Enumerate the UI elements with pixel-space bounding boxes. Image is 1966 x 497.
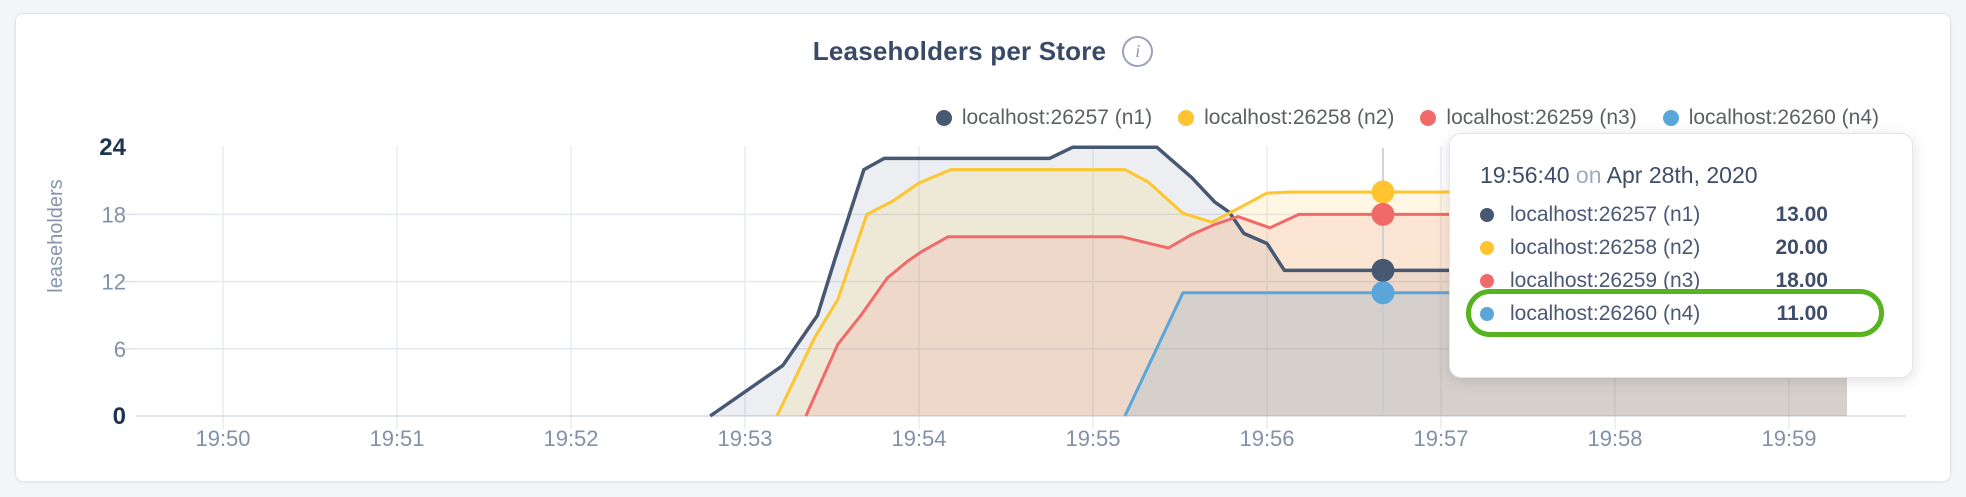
- chart-title: Leaseholders per Store: [812, 36, 1107, 66]
- x-tick-label: 19:54: [891, 426, 946, 451]
- chart-legend: localhost:26257 (n1) localhost:26258 (n2)…: [935, 106, 1879, 130]
- y-axis-label: leaseholders: [45, 179, 67, 292]
- chart-tooltip: 19:56:40 on Apr 28th, 2020 localhost:262…: [1449, 133, 1913, 378]
- tooltip-row-n3: localhost:26259 (n3) 18.00: [1480, 264, 1882, 297]
- y-tick-label: 18: [102, 202, 126, 227]
- tooltip-header: 19:56:40 on Apr 28th, 2020: [1480, 160, 1882, 190]
- hover-dot: [1371, 180, 1395, 204]
- tooltip-series-dot: [1480, 306, 1494, 321]
- legend-label: localhost:26259 (n3): [1446, 106, 1637, 129]
- tooltip-series-value: 18.00: [1775, 268, 1828, 292]
- x-tick-label: 19:50: [195, 426, 250, 451]
- tooltip-series-label: localhost:26260 (n4): [1510, 301, 1701, 325]
- series-line: [775, 168, 1847, 417]
- x-tick-label: 19:57: [1413, 426, 1468, 451]
- legend-swatch: [1420, 110, 1437, 126]
- legend-item-n3: localhost:26259 (n3): [1420, 106, 1637, 130]
- tooltip-series-value: 11.00: [1776, 301, 1828, 325]
- tooltip-series-label: localhost:26259 (n3): [1510, 268, 1701, 292]
- tooltip-series-dot: [1480, 240, 1494, 255]
- x-tick-label: 19:59: [1761, 426, 1816, 451]
- y-tick-label: 0: [113, 403, 126, 430]
- x-tick-label: 19:58: [1587, 426, 1642, 451]
- hover-dot: [1371, 281, 1395, 305]
- series-line: [709, 145, 1847, 418]
- legend-label: localhost:26257 (n1): [961, 106, 1153, 129]
- tooltip-series-value: 20.00: [1775, 235, 1828, 259]
- tooltip-time: 19:56:40: [1480, 162, 1570, 188]
- x-tick-label: 19:53: [717, 426, 772, 451]
- tooltip-rows: localhost:26257 (n1) 13.00 localhost:26258…: [1480, 198, 1882, 330]
- legend-swatch: [935, 110, 952, 126]
- info-icon[interactable]: i: [1122, 36, 1154, 67]
- tooltip-row-n2: localhost:26258 (n2) 20.00: [1480, 231, 1882, 264]
- tooltip-series-dot: [1480, 207, 1494, 222]
- hover-dot: [1371, 202, 1395, 226]
- chart-header: Leaseholders per Store i: [16, 36, 1950, 67]
- x-tick-label: 19:51: [369, 426, 424, 451]
- x-tick-label: 19:55: [1065, 426, 1120, 451]
- x-tick-label: 19:56: [1239, 426, 1294, 451]
- series-line: [804, 212, 1847, 417]
- tooltip-conjunction: on: [1569, 162, 1607, 188]
- legend-swatch: [1178, 110, 1195, 126]
- hover-dot: [1371, 258, 1395, 282]
- y-tick-label: 24: [99, 134, 126, 161]
- legend-label: localhost:26260 (n4): [1688, 106, 1879, 129]
- tooltip-row-n4: localhost:26260 (n4) 11.00: [1480, 297, 1882, 330]
- legend-item-n1: localhost:26257 (n1): [935, 106, 1153, 130]
- legend-label: localhost:26258 (n2): [1204, 106, 1395, 129]
- tooltip-series-label: localhost:26258 (n2): [1510, 235, 1701, 259]
- tooltip-series-label: localhost:26257 (n1): [1510, 202, 1701, 226]
- tooltip-series-value: 13.00: [1775, 202, 1828, 226]
- tooltip-row-n1: localhost:26257 (n1) 13.00: [1480, 198, 1882, 231]
- legend-item-n2: localhost:26258 (n2): [1178, 106, 1394, 130]
- y-tick-label: 12: [102, 270, 126, 295]
- legend-item-n4: localhost:26260 (n4): [1662, 106, 1879, 130]
- tooltip-series-dot: [1480, 273, 1494, 288]
- tooltip-date: Apr 28th, 2020: [1606, 162, 1758, 188]
- chart-card: Leaseholders per Store i localhost:26257…: [15, 13, 1951, 482]
- y-tick-label: 6: [114, 337, 126, 362]
- x-tick-label: 19:52: [543, 426, 598, 451]
- legend-swatch: [1662, 110, 1679, 126]
